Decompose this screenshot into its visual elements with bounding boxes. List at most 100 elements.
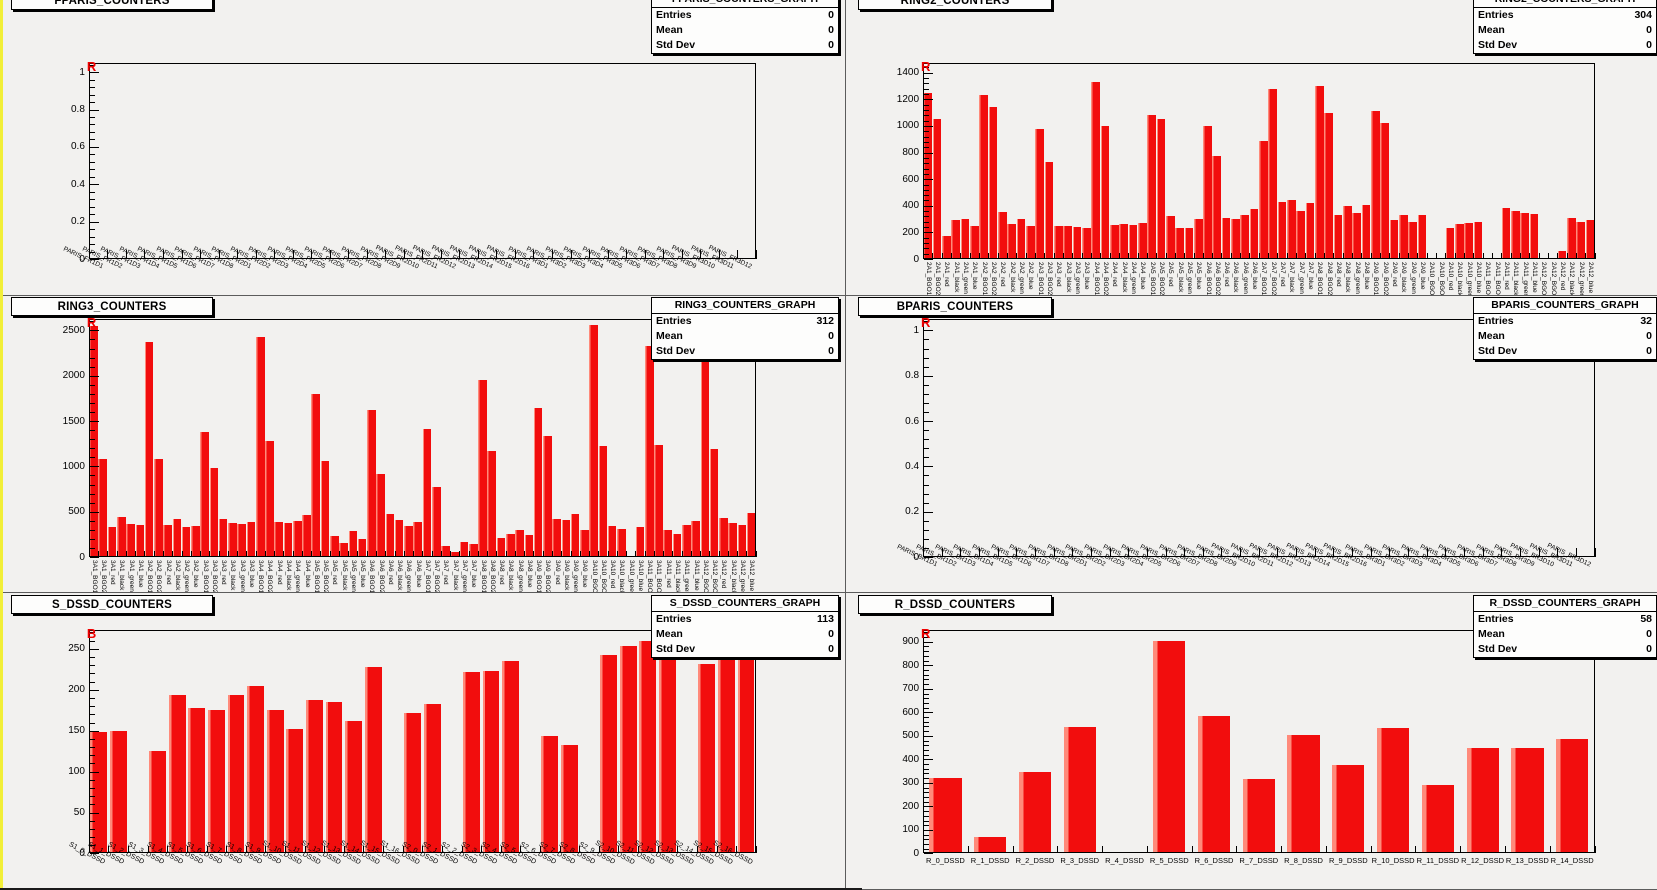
pad-s-dssd-counters[interactable]: 0 50 100 150 200 250 S1_0_DSSD S1_1_DSSD S1_2_DS… — [3, 593, 846, 890]
x-axis-label: 3A2_red — [164, 560, 172, 585]
x-axis-label: 3A6_black — [396, 560, 404, 591]
histogram-title-box[interactable]: RING2_COUNTERS — [858, 0, 1052, 10]
y-minor-tick — [89, 244, 95, 246]
x-bin-tick — [736, 846, 738, 854]
x-bin-tick — [125, 250, 127, 259]
x-bin-tick — [283, 551, 285, 558]
x-axis-label: R_7_DSSD — [1239, 856, 1279, 866]
stats-row-stddev: Std Dev 0 — [1474, 38, 1656, 53]
x-bin-tick — [366, 250, 368, 259]
x-axis-label: 3A3_black — [229, 560, 237, 591]
histogram-bar — [207, 710, 225, 854]
histogram-bar — [487, 450, 497, 558]
y-minor-tick — [924, 787, 930, 789]
x-bin-tick — [209, 551, 211, 558]
y-minor-tick — [924, 707, 930, 709]
histogram-bar — [247, 685, 265, 854]
histogram-bar — [1153, 640, 1186, 854]
y-axis-label: 0.6 — [905, 415, 920, 427]
histogram-bar — [357, 538, 367, 558]
y-minor-tick — [89, 681, 95, 683]
histogram-title-box[interactable]: RING3_COUNTERS — [11, 297, 213, 316]
stats-row-entries: Entries 32 — [1474, 314, 1656, 329]
r-dssd-plot-area: 0 100 200 300 400 500 600 700 800 900 R_0_DSSD R_1_… — [846, 593, 1657, 889]
histogram-title-box[interactable]: S_DSSD_COUNTERS — [11, 595, 213, 614]
x-bin-tick — [1128, 253, 1130, 259]
y-axis-label: 800 — [902, 147, 920, 159]
y-minor-tick — [924, 520, 930, 522]
histogram-bar — [1464, 223, 1473, 259]
stats-entries-value: 0 — [828, 9, 834, 21]
histogram-bar — [1081, 228, 1091, 259]
x-bin-tick — [997, 253, 999, 259]
x-bin-tick — [923, 548, 925, 558]
x-axis-label: 3A4_BGO1 — [257, 560, 265, 593]
x-axis-label: 3A7_BGO1 — [423, 560, 431, 593]
pad-bparis-counters[interactable]: 0 0.2 0.4 0.6 0.8 1 PARIS_BR1D1 PARIS_BR1D2 PARI… — [846, 296, 1657, 593]
histogram-title: R_DSSD_COUNTERS — [894, 598, 1016, 611]
histogram-bar — [635, 527, 645, 558]
x-bin-tick — [1575, 548, 1577, 558]
histogram-bar — [1184, 227, 1194, 259]
stats-box[interactable]: S_DSSD_COUNTERS_GRAPH Entries 113 Mean 0 S… — [651, 595, 839, 658]
histogram-bar — [1557, 251, 1567, 259]
x-axis-label: 2A6_red — [1223, 262, 1231, 287]
y-minor-tick — [924, 321, 930, 323]
histogram-title: RING3_COUNTERS — [57, 300, 167, 313]
x-bin-tick — [481, 846, 483, 854]
x-axis-label: 3A8_blue — [525, 560, 533, 588]
x-bin-tick — [941, 548, 943, 558]
x-bin-tick — [200, 551, 202, 558]
x-axis-label: 3A3_BGO2 — [210, 560, 218, 593]
pad-r-dssd-counters[interactable]: 0 100 200 300 400 500 600 700 800 900 R_0_DSSD R_1_… — [846, 593, 1657, 890]
x-bin-tick — [255, 250, 257, 259]
y-minor-tick — [924, 83, 930, 85]
x-bin-tick — [1325, 846, 1327, 854]
y-minor-tick — [924, 529, 930, 531]
y-minor-tick — [924, 384, 930, 386]
pad-ring2-counters[interactable]: 0 200 400 600 800 1000 1200 1400 2A1_BGO1 2A1_BGO… — [846, 0, 1657, 296]
histogram-bar — [302, 515, 311, 558]
histogram-title-box[interactable]: FPARIS_COUNTERS — [11, 0, 213, 10]
corner-marker-letter: R — [921, 59, 931, 75]
histogram-bar — [1333, 215, 1343, 259]
histogram-bar — [598, 446, 608, 558]
y-minor-tick — [924, 815, 930, 817]
y-minor-tick — [924, 637, 930, 639]
histogram-title-box[interactable]: BPARIS_COUNTERS — [858, 297, 1052, 316]
x-bin-tick — [181, 250, 183, 259]
y-minor-tick — [924, 168, 930, 170]
x-axis-label: 3A1_green — [127, 560, 135, 592]
histogram-bar — [404, 712, 421, 854]
x-axis-label: R_5_DSSD — [1149, 856, 1189, 866]
x-bin-tick — [107, 250, 109, 259]
y-minor-tick — [89, 763, 95, 765]
pad-ring3-counters[interactable]: 0 500 1000 1500 2000 2500 3A1_BGO1 3A1_BGO2 3A1_… — [3, 296, 846, 593]
x-bin-tick — [644, 250, 646, 259]
corner-marker-letter: B — [86, 626, 97, 641]
stats-box[interactable]: RING2_COUNTERS_GRAPH Entries 304 Mean 0 St… — [1473, 0, 1657, 54]
histogram-bar — [191, 525, 200, 558]
y-major-tick — [89, 771, 99, 773]
x-bin-tick — [1240, 253, 1242, 259]
stats-box[interactable]: BPARIS_COUNTERS_GRAPH Entries 32 Mean 0 St… — [1473, 297, 1657, 360]
stats-box[interactable]: R_DSSD_COUNTERS_GRAPH Entries 58 Mean 0 St… — [1473, 595, 1657, 658]
x-bin-tick — [172, 551, 174, 558]
x-bin-tick — [186, 846, 188, 854]
x-axis-label: 3A4_blue — [303, 560, 311, 588]
x-bin-tick — [1081, 253, 1083, 259]
histogram-bar — [135, 525, 145, 558]
stats-box[interactable]: FPARIS_COUNTERS_GRAPH Entries 0 Mean 0 Std… — [651, 0, 839, 54]
x-bin-tick — [1072, 253, 1074, 259]
y-minor-tick — [924, 195, 930, 197]
pad-fparis-counters[interactable]: 0 0.2 0.4 0.6 0.8 1 PARIS_FR1D1 PARIS_FR1D2 PARI… — [3, 0, 846, 296]
x-axis-label: 2A2_BGO1 — [980, 262, 988, 296]
x-bin-tick — [1100, 253, 1102, 259]
histogram-bar — [306, 699, 323, 854]
x-bin-tick — [1380, 253, 1382, 259]
y-major-tick — [89, 221, 99, 223]
x-bin-tick — [1594, 253, 1596, 259]
stats-box[interactable]: RING3_COUNTERS_GRAPH Entries 312 Mean 0 St… — [651, 297, 839, 360]
histogram-title-box[interactable]: R_DSSD_COUNTERS — [858, 595, 1052, 614]
x-bin-tick — [301, 551, 303, 558]
